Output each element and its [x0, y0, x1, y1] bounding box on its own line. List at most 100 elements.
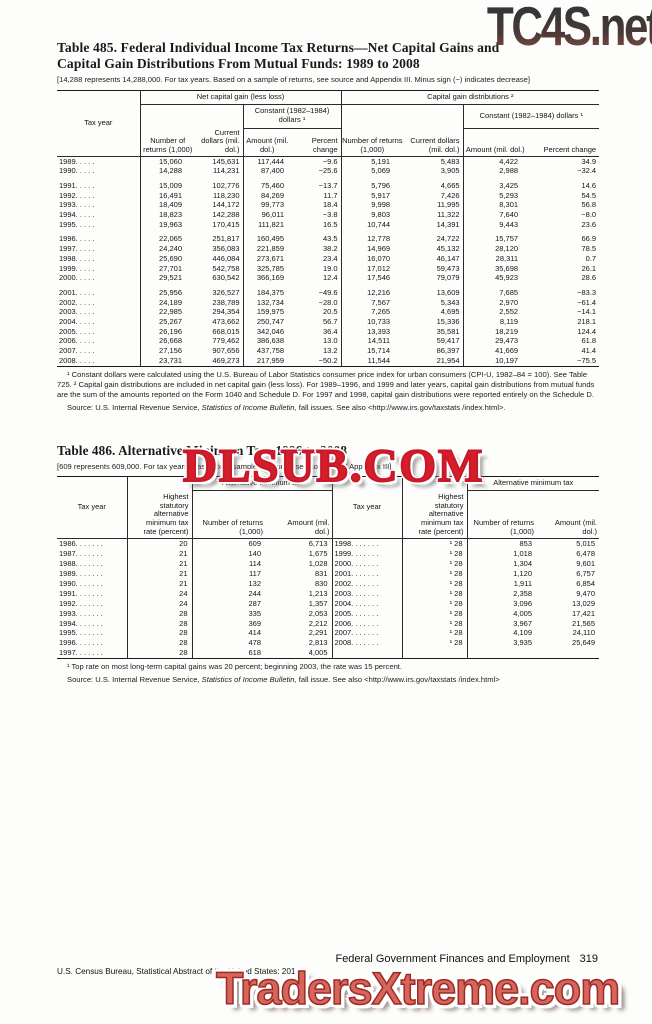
table-cell: 2005. . . . . [57, 326, 141, 337]
table-cell: 1991. . . . . [57, 180, 141, 191]
table-cell: 7,426 [403, 190, 464, 201]
table-cell: 18,823 [159, 210, 182, 220]
table-cell: 1996. . . . . . . [57, 638, 128, 649]
col-header-amount: Amount (mil. dol.) [243, 128, 301, 157]
table-cell: 24,189 [159, 297, 182, 307]
table-cell: 61.8 [581, 336, 597, 346]
col-header-current-dollars-2: Current dollars (mil. dol.) [403, 104, 464, 157]
table-cell: 6,854 [576, 578, 595, 588]
table-row: 1992. . . . . 16,491 118,230 84,269 11.7 5,91… [57, 190, 599, 201]
watermark-dlsub: DLSUB.COM [182, 439, 485, 493]
table-cell: 1992. . . . . [57, 190, 141, 201]
table-cell: 11,995 [403, 200, 464, 211]
table-cell: ¹ 28 [402, 588, 468, 599]
table-cell: 244 [248, 588, 261, 598]
table-cell: 99,773 [261, 200, 284, 210]
table-cell [403, 282, 464, 288]
col-header-tax-year-left: Tax year [57, 476, 128, 540]
table-cell: 20 [127, 538, 193, 550]
table-cell: 19.0 [301, 263, 342, 274]
table-cell: 1999. . . . . [57, 263, 141, 274]
table-row: 1989. . . . . . . 21 117 831 2001. . . . . .… [57, 568, 599, 579]
table-cell: 22,985 [159, 307, 182, 317]
table-cell [57, 175, 141, 181]
table-cell: 75,460 [261, 180, 284, 190]
table-cell: 1992. . . . . . . [57, 598, 128, 609]
table-cell: 117,444 [257, 156, 284, 166]
table-cell: 1,018 [513, 549, 532, 559]
table-cell: 13,609 [403, 287, 464, 298]
table-cell: 26.1 [581, 263, 597, 273]
table-cell: 9,601 [576, 559, 595, 569]
table-cell: 1986. . . . . . . [57, 538, 128, 550]
table-cell: 24 [127, 588, 193, 599]
table-cell: 668,015 [195, 326, 244, 337]
col-header-number-of-returns-2: Number of returns (1,000) [341, 104, 404, 157]
table-cell: 2004. . . . . [57, 317, 141, 327]
col-group-capital-gain-distributions: Capital gain distributions ² [341, 90, 600, 105]
table-row: 1997. . . . . 24,240 356,083 221,859 38.2 14,… [57, 244, 599, 254]
table-cell: 1989. . . . . . . [57, 568, 128, 579]
table-cell: ¹ 28 [402, 549, 468, 560]
table-cell: 2001. . . . . . . [332, 568, 403, 579]
table-row: 1987. . . . . . . 21 140 1,675 1999. . . . .… [57, 549, 599, 560]
table-cell: 16.5 [301, 219, 342, 230]
table-cell: 14,288 [159, 166, 182, 176]
table-cell: 1994. . . . . . . [57, 618, 128, 629]
table-cell: 10,744 [367, 219, 391, 229]
table-cell: 25,956 [159, 287, 182, 297]
table-cell: 56.7 [301, 317, 342, 327]
table-cell: 478 [248, 638, 261, 648]
table-cell: 170,415 [195, 219, 244, 230]
table486-section: DLSUB.COM Table 486. Alternative Minimum… [57, 439, 599, 660]
table-cell: 1997. . . . . [57, 244, 141, 254]
table-cell: 20.5 [301, 307, 342, 318]
table-cell: 9,803 [371, 210, 391, 220]
table-cell: 221,859 [256, 244, 284, 254]
table-row: 1993. . . . . . . 28 335 2,053 2005. . . . .… [57, 608, 599, 619]
table-cell [301, 229, 342, 235]
table-cell: 11,544 [367, 355, 391, 365]
table-cell: 14.6 [581, 180, 597, 190]
table-cell: 217,959 [256, 355, 284, 365]
table-cell: 114 [249, 559, 261, 569]
table-cell: 124.4 [577, 326, 597, 336]
table-cell: 9,998 [371, 200, 391, 210]
table-cell: −50.2 [301, 355, 342, 367]
table-cell: 2,358 [513, 588, 532, 598]
table-cell: 114,231 [195, 166, 244, 176]
table-row: 2004. . . . . 25,267 473,662 250,747 56.7 10,… [57, 317, 599, 327]
table-cell: 5,069 [371, 166, 391, 176]
table-cell: 1988. . . . . . . [57, 559, 128, 569]
table-cell: 43.5 [301, 234, 342, 245]
table-cell [57, 229, 141, 235]
table-row: 1993. . . . . 18,409 144,172 99,773 18.4 9,99… [57, 200, 599, 211]
table-cell [195, 229, 244, 235]
table-cell: ¹ 28 [402, 618, 468, 629]
table-cell: 6,478 [576, 549, 595, 559]
table-cell: 2,552 [499, 307, 519, 317]
table-cell: 1,120 [513, 568, 532, 578]
table-cell: 2005. . . . . . . [332, 608, 403, 619]
table485-title: Table 485. Federal Individual Income Tax… [57, 40, 599, 72]
table-cell: 28 [127, 648, 193, 659]
table-cell: ¹ 28 [402, 578, 468, 589]
table-cell: 35,581 [403, 326, 464, 337]
table-cell: 111,821 [258, 219, 284, 229]
table-cell: 2,053 [277, 608, 333, 619]
table-row: 1992. . . . . . . 24 287 1,357 2004. . . . .… [57, 598, 599, 609]
table-cell: 11,322 [403, 210, 464, 220]
chapter-title: Federal Government Finances and Employme… [335, 953, 570, 965]
table-cell [403, 229, 464, 235]
table-row: 1991. . . . . 15,009 102,776 75,460 −13.7 5,7… [57, 180, 599, 191]
table-cell: 18,409 [159, 200, 182, 210]
table-cell: 2,813 [277, 638, 333, 649]
table-cell: 25,267 [159, 317, 182, 327]
table-cell: 2002. . . . . [57, 297, 141, 308]
table-cell: 79,079 [403, 273, 464, 283]
col-header-constant-dollars: Constant (1982–1984) dollars ¹ [243, 104, 342, 129]
table-cell: 1999. . . . . . . [332, 549, 403, 560]
table-cell: −3.8 [301, 210, 342, 220]
table-cell: 29,521 [159, 273, 182, 283]
table-cell: 102,776 [195, 180, 244, 191]
